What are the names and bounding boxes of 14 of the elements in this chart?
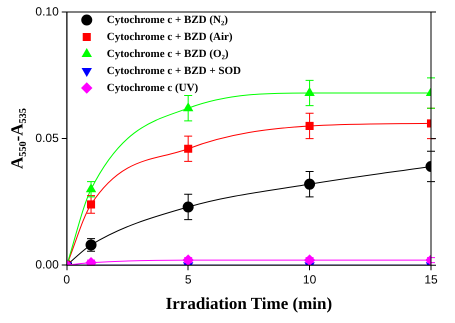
legend-label: Cytochrome c (UV)	[106, 82, 199, 94]
legend-label: Cytochrome c + BZD (N₂)	[106, 14, 228, 26]
x-tick-label: 0	[63, 272, 70, 287]
legend-label: Cytochrome c + BZD (O₂)	[106, 48, 229, 60]
x-tick-label: 15	[424, 272, 438, 287]
x-axis-title: Irradiation Time (min)	[166, 294, 332, 314]
legend-label: Cytochrome c + BZD (Air)	[106, 30, 233, 43]
x-tick-label: 5	[184, 272, 192, 287]
y-tick-label: 0.10	[35, 4, 60, 18]
legend-label: Cytochrome c + BZD + SOD	[106, 64, 242, 77]
y-tick-label: 0.00	[35, 258, 60, 272]
y-tick-label: 0.05	[35, 130, 60, 145]
x-tick-label: 10	[302, 272, 317, 287]
y-axis-title: A₅₅₀-A₅₃₅	[8, 108, 27, 169]
